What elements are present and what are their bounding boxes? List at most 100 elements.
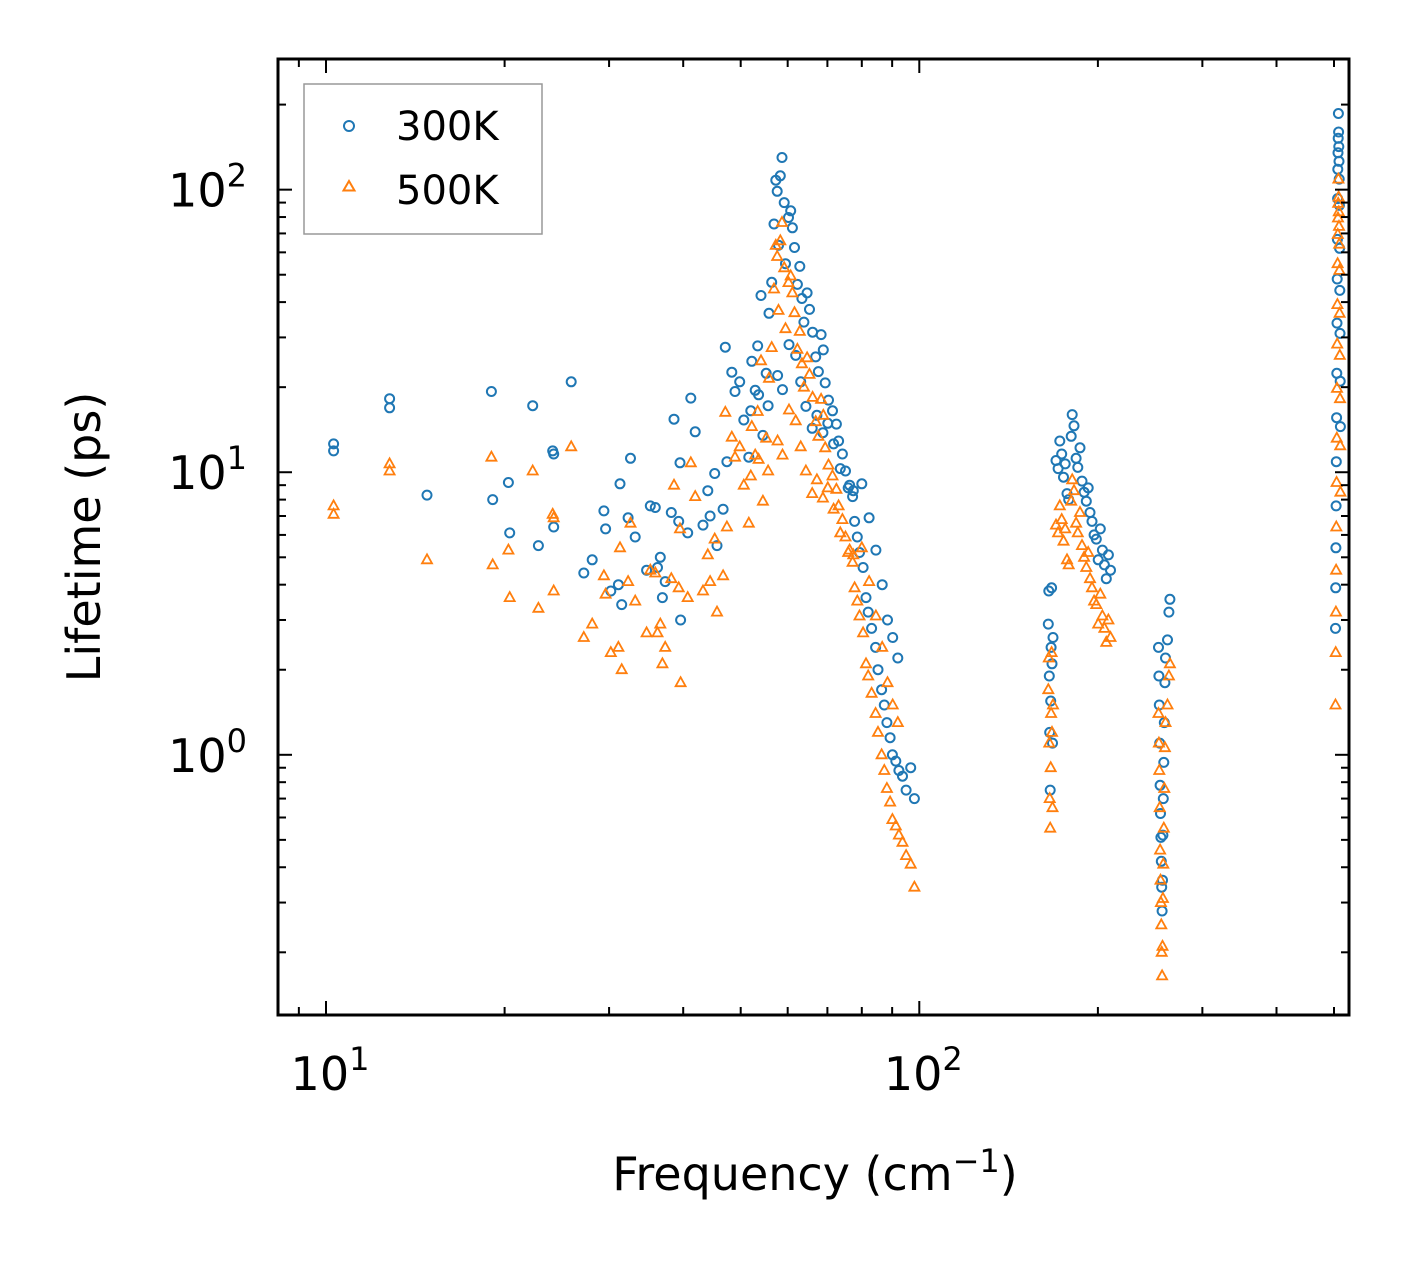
point-500k: [1093, 586, 1107, 599]
point-300k: [772, 370, 784, 381]
point-300k: [674, 457, 686, 469]
point-500k: [1156, 891, 1170, 903]
point-500k: [1062, 557, 1076, 570]
point-500k: [886, 697, 900, 710]
point-300k: [614, 478, 626, 490]
point-500k: [484, 449, 498, 462]
point-300k: [548, 521, 560, 533]
point-300k: [1068, 420, 1080, 432]
point-500k: [745, 419, 759, 432]
point-300k: [771, 185, 783, 197]
point-300k: [1333, 141, 1345, 153]
point-300k: [849, 515, 861, 527]
point-500k: [655, 656, 669, 669]
point-500k: [613, 540, 627, 553]
point-500k: [825, 468, 840, 481]
point-500k: [1331, 171, 1345, 184]
point-300k: [734, 376, 746, 388]
point-300k: [1153, 670, 1165, 682]
point-300k: [1332, 108, 1344, 119]
point-500k: [1055, 512, 1069, 524]
point-500k: [653, 616, 667, 629]
point-500k: [701, 547, 715, 560]
point-500k: [615, 662, 629, 675]
point-500k: [1044, 706, 1058, 718]
y-tick-label: 102: [168, 157, 247, 218]
point-500k: [1155, 968, 1169, 981]
point-300k: [783, 212, 794, 223]
point-500k: [1157, 820, 1171, 833]
point-500k: [728, 449, 742, 462]
point-500k: [710, 604, 724, 617]
point-500k: [383, 463, 397, 476]
point-300k: [794, 260, 806, 272]
point-300k: [1065, 430, 1077, 442]
point-300k: [862, 606, 874, 618]
point-300k: [504, 527, 516, 539]
point-500k: [742, 515, 756, 528]
point-300k: [870, 544, 882, 556]
point-300k: [905, 762, 917, 774]
point-500k: [778, 321, 793, 334]
point-500k: [1329, 604, 1343, 617]
point-500k: [790, 342, 804, 354]
point-500k: [810, 472, 824, 485]
point-500k: [770, 249, 784, 261]
point-500k: [880, 781, 894, 793]
point-300k: [789, 242, 800, 253]
point-500k: [643, 562, 657, 575]
point-500k: [773, 233, 787, 246]
point-500k: [1045, 645, 1059, 657]
point-300k: [790, 349, 802, 361]
point-500k: [811, 428, 825, 441]
point-500k: [1042, 735, 1056, 748]
point-300k: [384, 402, 396, 414]
point-500k: [846, 547, 860, 560]
legend: 300K 500K: [303, 83, 543, 235]
point-500k: [547, 583, 561, 596]
point-500k: [1332, 236, 1346, 249]
point-500k: [547, 510, 561, 523]
point-500k: [852, 608, 867, 621]
point-500k: [877, 763, 891, 775]
point-300k: [856, 478, 868, 490]
point-300k: [746, 355, 758, 367]
point-300k: [641, 564, 653, 576]
point-500k: [833, 525, 847, 538]
point-500k: [503, 590, 517, 602]
x-axis-title: Frequency (cm−1): [612, 1142, 1017, 1201]
point-300k: [532, 540, 544, 552]
point-300k: [598, 505, 610, 517]
point-500k: [1332, 204, 1346, 217]
point-300k: [649, 502, 661, 513]
point-300k: [815, 329, 827, 341]
point-300k: [527, 400, 539, 412]
point-300k: [1082, 482, 1094, 494]
point-500k: [880, 675, 895, 688]
point-300k: [804, 303, 815, 315]
point-500k: [1333, 438, 1347, 451]
point-500k: [744, 468, 758, 481]
point-500k: [673, 521, 687, 534]
point-300k: [776, 152, 788, 163]
point-300k: [836, 448, 848, 460]
point-500k: [865, 685, 879, 698]
point-500k: [775, 215, 789, 227]
point-500k: [781, 275, 796, 288]
point-500k: [1330, 297, 1344, 310]
point-500k: [899, 848, 913, 860]
point-500k: [1083, 571, 1097, 584]
point-300k: [689, 426, 701, 438]
point-500k: [767, 281, 781, 294]
point-500k: [650, 625, 665, 638]
point-500k: [795, 356, 809, 369]
point-300k: [1331, 412, 1343, 424]
point-300k: [785, 205, 797, 217]
point-500k: [829, 481, 843, 494]
point-300k: [1334, 421, 1346, 433]
point-500k: [787, 305, 802, 318]
point-300k: [890, 755, 902, 767]
point-300k: [616, 599, 628, 611]
point-300k: [762, 400, 774, 412]
point-300k: [656, 592, 668, 604]
